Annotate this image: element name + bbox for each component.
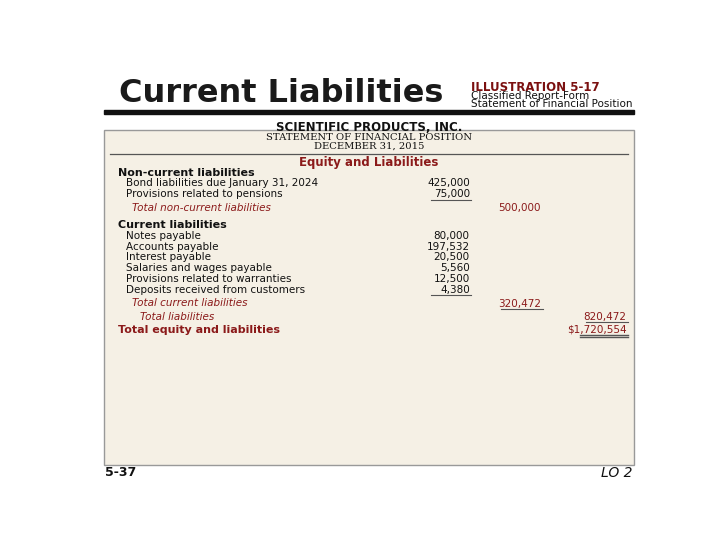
Text: 425,000: 425,000 [427,178,469,188]
Text: LO 2: LO 2 [601,466,632,480]
Text: 320,472: 320,472 [498,299,541,308]
Text: $1,720,554: $1,720,554 [567,325,626,335]
Text: 500,000: 500,000 [498,203,541,213]
Text: 20,500: 20,500 [433,252,469,262]
Text: 12,500: 12,500 [433,274,469,284]
Text: 5-37: 5-37 [106,467,137,480]
Text: Total non-current liabilities: Total non-current liabilities [132,203,271,213]
Text: Total liabilities: Total liabilities [140,312,214,322]
Text: Salaries and wages payable: Salaries and wages payable [126,263,271,273]
Text: 80,000: 80,000 [433,231,469,241]
Text: ILLUSTRATION 5-17: ILLUSTRATION 5-17 [472,82,600,94]
Text: Provisions related to warranties: Provisions related to warranties [126,274,291,284]
FancyBboxPatch shape [104,130,634,465]
Text: 5,560: 5,560 [440,263,469,273]
Text: Bond liabilities due January 31, 2024: Bond liabilities due January 31, 2024 [126,178,318,188]
Text: Non-current liabilities: Non-current liabilities [118,167,255,178]
Text: Notes payable: Notes payable [126,231,201,241]
Text: Equity and Liabilities: Equity and Liabilities [300,156,438,169]
Text: Accounts payable: Accounts payable [126,241,218,252]
Text: 197,532: 197,532 [427,241,469,252]
Text: Current liabilities: Current liabilities [118,220,227,230]
Bar [104,110,634,114]
Text: STATEMENT OF FINANCIAL POSITION: STATEMENT OF FINANCIAL POSITION [266,133,472,141]
Text: Total current liabilities: Total current liabilities [132,299,248,308]
Text: SCIENTIFIC PRODUCTS, INC.: SCIENTIFIC PRODUCTS, INC. [276,122,462,134]
Text: Statement of Financial Position: Statement of Financial Position [472,99,633,109]
Text: 4,380: 4,380 [440,285,469,295]
Text: 75,000: 75,000 [433,189,469,199]
Text: Classified Report-Form: Classified Report-Form [472,91,590,102]
Text: Current Liabilities: Current Liabilities [120,78,444,109]
Text: Total equity and liabilities: Total equity and liabilities [118,325,280,335]
Text: 820,472: 820,472 [583,312,626,322]
Text: Provisions related to pensions: Provisions related to pensions [126,189,282,199]
Text: Deposits received from customers: Deposits received from customers [126,285,305,295]
Text: Interest payable: Interest payable [126,252,211,262]
Text: DECEMBER 31, 2015: DECEMBER 31, 2015 [314,142,424,151]
